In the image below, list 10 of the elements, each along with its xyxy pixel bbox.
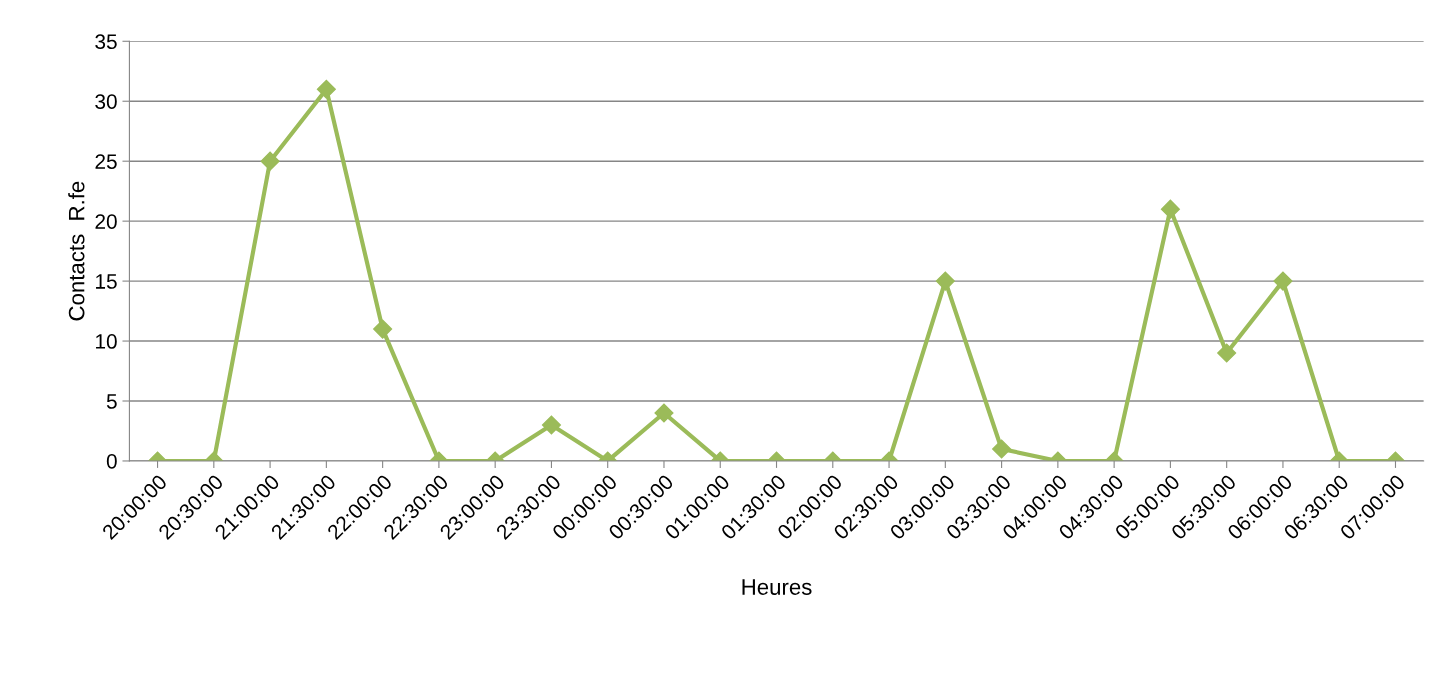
y-tick-label: 25 (95, 154, 117, 169)
y-tick-label: 0 (106, 453, 117, 469)
y-tick-label: 5 (106, 394, 117, 409)
y-tick-label: 20 (95, 214, 117, 229)
x-axis-title: Heures (742, 579, 812, 595)
y-tick-label: 10 (96, 334, 117, 349)
y-tick-label: 15 (96, 274, 117, 289)
y-tick-label: 30 (95, 94, 117, 109)
y-tick-label: 35 (95, 34, 117, 50)
y-axis-title: Contacts R.fe (68, 181, 85, 321)
